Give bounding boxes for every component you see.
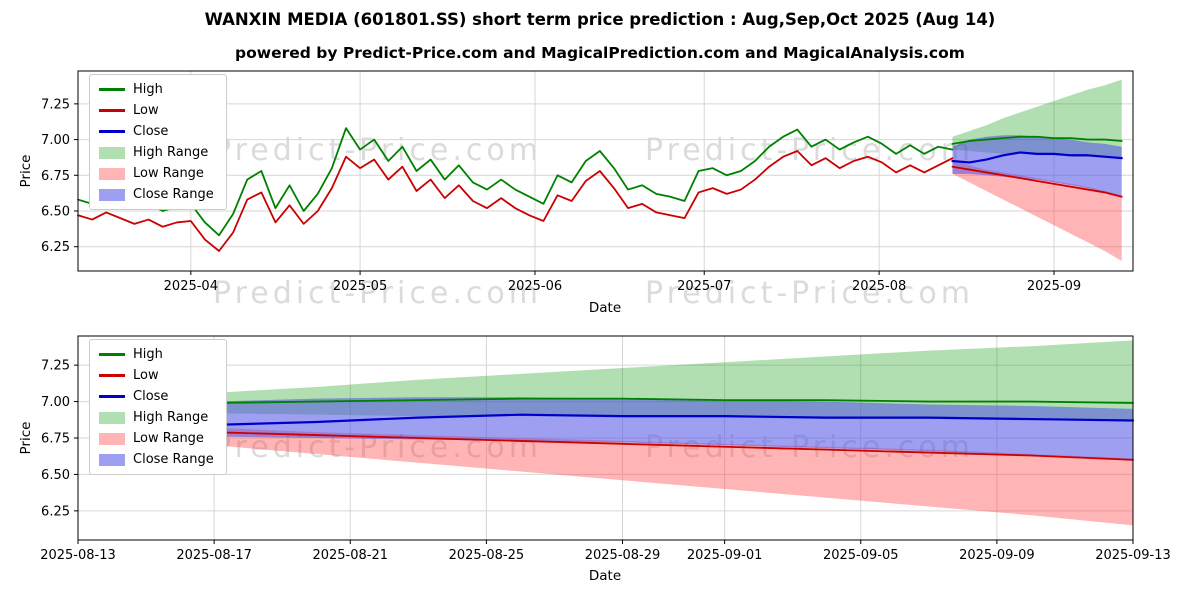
svg-text:2025-08-17: 2025-08-17 [176,548,252,563]
watermark-text: Predict-Price.com [213,276,542,311]
legend-item-high: High [99,81,214,98]
svg-text:7.25: 7.25 [41,359,70,374]
legend-item-close-range: Close Range [99,451,214,468]
svg-text:7.00: 7.00 [41,133,70,148]
svg-text:2025-09-09: 2025-09-09 [959,548,1035,563]
y-axis-label: Price [18,154,34,188]
legend-label: High Range [133,410,209,425]
legend-label: High [133,82,163,97]
legend-item-high-range: High Range [99,144,214,161]
svg-text:2025-09-01: 2025-09-01 [687,548,763,563]
svg-text:7.25: 7.25 [41,97,70,112]
legend-item-high-range: High Range [99,409,214,426]
legend-line-swatch [99,88,125,91]
legend-line-swatch [99,353,125,356]
legend-patch-swatch [99,432,125,445]
legend: High Low Close High Range Low Range Close Ran… [89,339,227,475]
legend-label: Low Range [133,166,204,181]
legend-item-low: Low [99,102,214,119]
legend-label: Close Range [133,452,214,467]
svg-text:2025-07: 2025-07 [677,279,731,294]
legend-item-low: Low [99,367,214,384]
svg-text:6.75: 6.75 [41,169,70,184]
svg-text:2025-09-05: 2025-09-05 [823,548,899,563]
legend-item-low-range: Low Range [99,165,214,182]
svg-text:2025-08-21: 2025-08-21 [312,548,388,563]
legend-item-close: Close [99,123,214,140]
legend-item-high: High [99,346,214,363]
svg-text:2025-05: 2025-05 [333,279,387,294]
svg-text:7.00: 7.00 [41,395,70,410]
legend: High Low Close High Range Low Range Close Ran… [89,74,227,210]
legend-label: Close [133,389,169,404]
legend-label: Close [133,124,169,139]
legend-line-swatch [99,395,125,398]
svg-text:6.75: 6.75 [41,432,70,447]
x-axis-label: Date [588,568,622,584]
svg-text:2025-09-13: 2025-09-13 [1095,548,1171,563]
svg-text:6.50: 6.50 [41,205,70,220]
legend-patch-swatch [99,146,125,159]
legend-line-swatch [99,374,125,377]
svg-text:2025-08: 2025-08 [852,279,906,294]
legend-line-swatch [99,130,125,133]
svg-text:2025-06: 2025-06 [508,279,562,294]
legend-label: Low Range [133,431,204,446]
legend-label: Close Range [133,187,214,202]
legend-patch-swatch [99,188,125,201]
legend-patch-swatch [99,453,125,466]
price-history-prediction-chart: 2025-04 2025-05 2025-06 2025-07 2025-08 2025-… [41,70,1134,294]
svg-text:2025-08-25: 2025-08-25 [449,548,525,563]
svg-text:6.25: 6.25 [41,240,70,255]
chart-title: WANXIN MEDIA (601801.SS) short term pric… [204,10,996,29]
svg-text:2025-04: 2025-04 [164,279,218,294]
legend-item-close: Close [99,388,214,405]
legend-patch-swatch [99,167,125,180]
legend-label: Low [133,368,159,383]
y-axis-label: Price [18,421,34,455]
svg-text:6.50: 6.50 [41,468,70,483]
x-axis-label: Date [588,300,622,316]
svg-text:6.25: 6.25 [41,504,70,519]
legend-label: High Range [133,145,209,160]
prediction-zoom-chart: 2025-08-13 2025-08-17 2025-08-21 2025-08-25… [40,335,1171,563]
watermark-text: Predict-Price.com [645,276,974,311]
legend-label: High [133,347,163,362]
chart-subtitle: powered by Predict-Price.com and Magical… [235,44,965,62]
legend-item-low-range: Low Range [99,430,214,447]
svg-text:2025-09: 2025-09 [1027,279,1081,294]
legend-label: Low [133,103,159,118]
svg-text:2025-08-29: 2025-08-29 [585,548,661,563]
svg-text:2025-08-13: 2025-08-13 [40,548,116,563]
legend-item-close-range: Close Range [99,186,214,203]
legend-patch-swatch [99,411,125,424]
legend-line-swatch [99,109,125,112]
